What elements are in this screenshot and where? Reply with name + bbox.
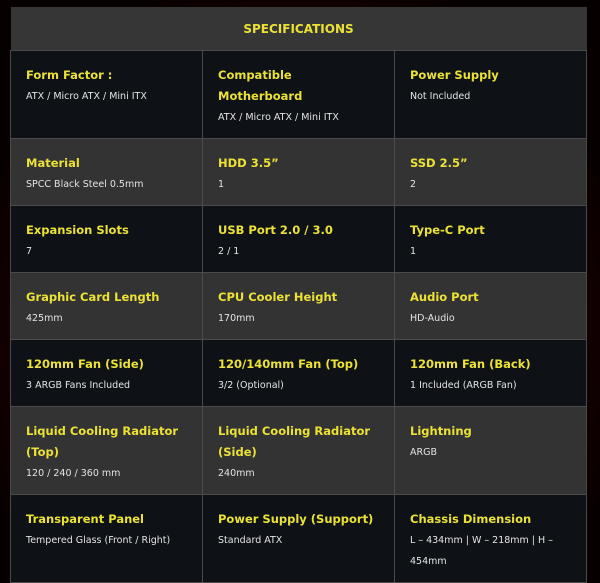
spec-label: Audio Port: [410, 290, 479, 304]
spec-cell: Lightning ARGB: [394, 406, 587, 495]
spec-label: USB Port 2.0 / 3.0: [218, 223, 333, 237]
spec-cell: CPU Cooler Height 170mm: [202, 272, 395, 340]
spec-value: ARGB: [410, 447, 437, 458]
spec-label: Type-C Port: [410, 223, 485, 237]
spec-cell: SSD 2.5” 2: [394, 138, 587, 206]
spec-label: Graphic Card Length: [26, 290, 160, 304]
spec-value: 7: [26, 246, 33, 257]
spec-cell: Liquid Cooling Radiator (Top) 120 / 240 /…: [10, 406, 203, 495]
spec-cell: Graphic Card Length 425mm: [10, 272, 203, 340]
spec-label: 120mm Fan (Back): [410, 357, 531, 371]
spec-value: 2 / 1: [218, 246, 240, 257]
spec-label: CPU Cooler Height: [218, 290, 338, 304]
spec-value: 425mm: [26, 313, 63, 324]
spec-label: SSD 2.5”: [410, 156, 468, 170]
spec-label: HDD 3.5”: [218, 156, 279, 170]
spec-label: Liquid Cooling Radiator (Side): [218, 424, 371, 459]
spec-cell: Expansion Slots 7: [10, 205, 203, 273]
spec-cell: Chassis Dimension L – 434mm | W – 218mm |…: [394, 494, 587, 583]
spec-cell: Audio Port HD-Audio: [394, 272, 587, 340]
spec-value: Not Included: [410, 91, 471, 102]
spec-label: 120/140mm Fan (Top): [218, 357, 359, 371]
spec-label: 120mm Fan (Side): [26, 357, 144, 371]
spec-value: L – 434mm | W – 218mm | H – 454mm: [410, 535, 553, 567]
table-row: 120mm Fan (Side) 3 ARGB Fans Included 120/…: [10, 339, 587, 407]
spec-label: Lightning: [410, 424, 472, 438]
specifications-table: SPECIFICATIONS Form Factor : ATX / Micro …: [10, 7, 587, 583]
spec-label: Form Factor :: [26, 68, 113, 82]
spec-cell: USB Port 2.0 / 3.0 2 / 1: [202, 205, 395, 273]
spec-value: 3 ARGB Fans Included: [26, 380, 131, 391]
spec-value: ATX / Micro ATX / Mini ITX: [26, 91, 147, 102]
spec-value: 1: [410, 246, 417, 257]
spec-cell: Power Supply (Support) Standard ATX: [202, 494, 395, 583]
spec-value: 1 Included (ARGB Fan): [410, 380, 517, 391]
spec-cell: Compatible Motherboard ATX / Micro ATX / …: [202, 50, 395, 139]
spec-cell: Form Factor : ATX / Micro ATX / Mini ITX: [10, 50, 203, 139]
spec-label: Liquid Cooling Radiator (Top): [26, 424, 179, 459]
table-row: Liquid Cooling Radiator (Top) 120 / 240 /…: [10, 406, 587, 495]
table-title: SPECIFICATIONS: [10, 7, 587, 51]
table-row: Form Factor : ATX / Micro ATX / Mini ITX C…: [10, 50, 587, 139]
spec-value: 240mm: [218, 468, 255, 479]
table-row: Transparent Panel Tempered Glass (Front /…: [10, 494, 587, 583]
spec-value: ATX / Micro ATX / Mini ITX: [218, 112, 339, 123]
spec-cell: 120/140mm Fan (Top) 3/2 (Optional): [202, 339, 395, 407]
spec-value: SPCC Black Steel 0.5mm: [26, 179, 144, 190]
spec-cell: Transparent Panel Tempered Glass (Front /…: [10, 494, 203, 583]
spec-label: Power Supply: [410, 68, 499, 82]
spec-cell: 120mm Fan (Side) 3 ARGB Fans Included: [10, 339, 203, 407]
spec-cell: 120mm Fan (Back) 1 Included (ARGB Fan): [394, 339, 587, 407]
spec-cell: Power Supply Not Included: [394, 50, 587, 139]
spec-label: Transparent Panel: [26, 512, 145, 526]
spec-cell: Liquid Cooling Radiator (Side) 240mm: [202, 406, 395, 495]
spec-label: Expansion Slots: [26, 223, 129, 237]
table-row: Material SPCC Black Steel 0.5mm HDD 3.5” 1 S…: [10, 138, 587, 206]
spec-value: 3/2 (Optional): [218, 380, 284, 391]
spec-value: 1: [218, 179, 225, 190]
table-row: Expansion Slots 7 USB Port 2.0 / 3.0 2 / 1 T…: [10, 205, 587, 273]
spec-value: 2: [410, 179, 417, 190]
spec-label: Chassis Dimension: [410, 512, 532, 526]
spec-label: Compatible Motherboard: [218, 68, 303, 103]
spec-cell: Material SPCC Black Steel 0.5mm: [10, 138, 203, 206]
spec-value: HD-Audio: [410, 313, 455, 324]
spec-value: Standard ATX: [218, 535, 283, 546]
spec-label: Power Supply (Support): [218, 512, 374, 526]
spec-value: 120 / 240 / 360 mm: [26, 468, 121, 479]
spec-label: Material: [26, 156, 80, 170]
spec-value: Tempered Glass (Front / Right): [26, 535, 171, 546]
spec-cell: Type-C Port 1: [394, 205, 587, 273]
table-row: Graphic Card Length 425mm CPU Cooler Heigh…: [10, 272, 587, 340]
spec-cell: HDD 3.5” 1: [202, 138, 395, 206]
spec-value: 170mm: [218, 313, 255, 324]
